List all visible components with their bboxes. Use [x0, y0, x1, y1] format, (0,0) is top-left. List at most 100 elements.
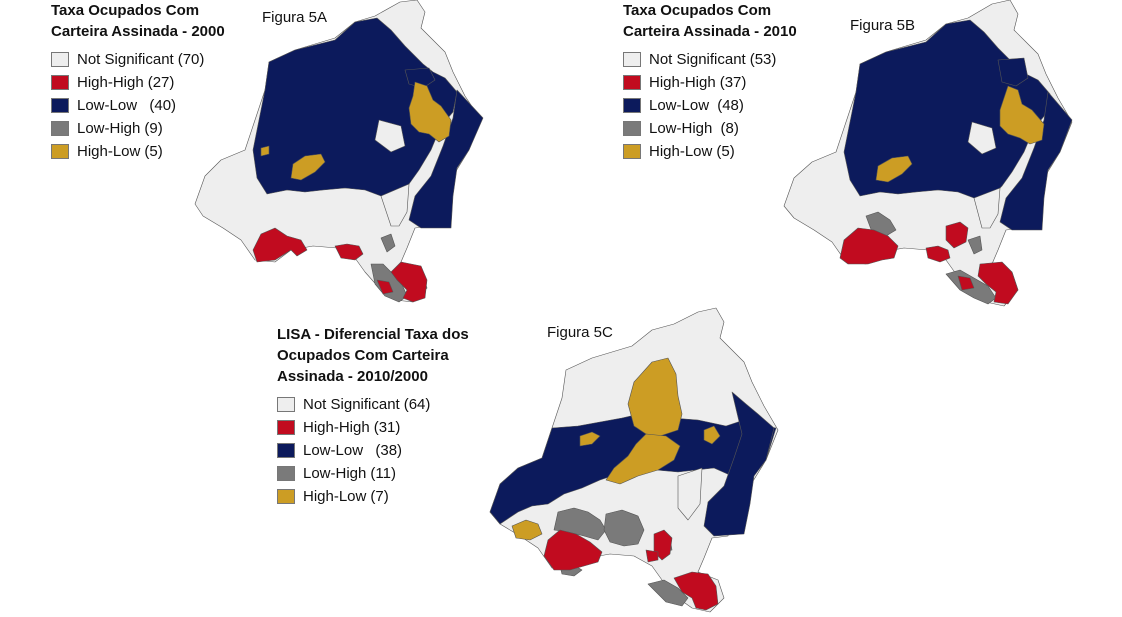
legend-item-not-significant: Not Significant (64): [277, 393, 469, 416]
region-low-high: [380, 233, 396, 253]
legend-title-line: Taxa Ocupados Com: [51, 2, 200, 19]
region-high-high: [645, 549, 659, 563]
region-high-high: [673, 571, 719, 611]
swatch-low-high: [623, 121, 641, 136]
region-high-high: [945, 221, 969, 249]
legend-label: Low-High: [303, 465, 367, 482]
legend-item-high-low: High-Low (5): [51, 140, 225, 163]
swatch-high-high: [51, 75, 69, 90]
legend-count: (27): [147, 74, 175, 91]
region-low-low: [999, 91, 1073, 231]
legend-count: (37): [719, 74, 747, 91]
legend-item-high-high: High-High (27): [51, 71, 225, 94]
region-high-low: [703, 425, 721, 445]
legend-5b: Taxa Ocupados Com Carteira Assinada - 20…: [623, 0, 797, 163]
legend-item-high-low: High-Low (7): [277, 485, 469, 508]
legend-count: (31): [373, 419, 401, 436]
region-high-high: [390, 261, 428, 303]
region-low-low: [997, 57, 1029, 87]
legend-title: Taxa Ocupados Com Carteira Assinada - 20…: [51, 0, 225, 42]
region-high-high: [252, 227, 308, 263]
legend-5c: LISA - Diferencial Taxa dos Ocupados Com…: [277, 324, 469, 508]
legend-item-low-low: Low-Low (40): [51, 94, 225, 117]
region-high-low: [999, 85, 1045, 145]
legend-label: Low-Low: [77, 97, 146, 114]
figure-label-5b: Figura 5B: [850, 17, 916, 34]
region-high-low: [875, 155, 913, 183]
region-high-low: [627, 357, 683, 437]
legend-title: Taxa Ocupados Com Carteira Assinada - 20…: [623, 0, 797, 42]
legend-title: LISA - Diferencial Taxa dos Ocupados Com…: [277, 324, 469, 387]
swatch-low-high: [51, 121, 69, 136]
region-high-low: [511, 519, 543, 541]
legend-item-low-low: Low-Low (38): [277, 439, 469, 462]
swatch-low-low: [623, 98, 641, 113]
region-not-significant: [380, 183, 410, 227]
figure-label-5c: Figura 5C: [547, 324, 613, 341]
legend-label: Low-High: [77, 120, 141, 137]
region-low-low: [703, 391, 775, 537]
legend-count: (5): [144, 143, 163, 160]
legend-label: Low-High: [649, 120, 717, 137]
region-high-low: [260, 145, 270, 157]
region-low-high: [647, 579, 689, 607]
legend-count: (53): [749, 51, 777, 68]
legend-count: (70): [177, 51, 205, 68]
legend-count: (5): [716, 143, 735, 160]
swatch-low-high: [277, 466, 295, 481]
swatch-low-low: [277, 443, 295, 458]
swatch-high-low: [51, 144, 69, 159]
legend-label: Not Significant: [77, 51, 174, 68]
region-low-low: [404, 67, 436, 89]
legend-count: (48): [717, 97, 744, 114]
region-low-low: [843, 19, 1051, 201]
legend-item-low-high: Low-High (11): [277, 462, 469, 485]
region-high-high: [376, 279, 394, 295]
legend-item-low-high: Low-High (8): [623, 117, 797, 140]
legend-item-low-low: Low-Low (48): [623, 94, 797, 117]
region-low-low: [408, 89, 484, 229]
legend-title-line: LISA - Diferencial Taxa dos: [277, 326, 469, 343]
swatch-not-significant: [51, 52, 69, 67]
legend-item-not-significant: Not Significant (53): [623, 48, 797, 71]
swatch-low-low: [51, 98, 69, 113]
swatch-high-low: [623, 144, 641, 159]
legend-item-not-significant: Not Significant (70): [51, 48, 225, 71]
legend-count: (40): [149, 97, 177, 114]
figure-label-5a: Figura 5A: [262, 9, 328, 26]
legend-count: (11): [370, 465, 396, 482]
map-5a: [194, 0, 484, 303]
region-high-low: [408, 81, 452, 143]
legend-title-line: Taxa Ocupados Com: [623, 2, 772, 19]
legend-label: High-Low: [649, 143, 713, 160]
legend-label: Not Significant: [303, 396, 400, 413]
legend-label: High-High: [77, 74, 144, 91]
legend-label: High-Low: [303, 488, 367, 505]
legend-item-high-low: High-Low (5): [623, 140, 797, 163]
legend-count: (64): [403, 396, 431, 413]
legend-label: Not Significant: [649, 51, 746, 68]
region-high-low: [290, 153, 326, 181]
legend-title-line: Assinada - 2010/2000: [277, 368, 428, 385]
legend-label: Low-Low: [303, 442, 372, 459]
legend-count: (8): [720, 120, 739, 137]
region-high-high: [334, 243, 364, 261]
region-not-significant: [967, 121, 997, 155]
legend-5a: Taxa Ocupados Com Carteira Assinada - 20…: [51, 0, 225, 163]
legend-item-high-high: High-High (31): [277, 416, 469, 439]
swatch-not-significant: [623, 52, 641, 67]
swatch-not-significant: [277, 397, 295, 412]
region-not-significant: [973, 187, 1001, 229]
legend-count: (38): [375, 442, 403, 459]
region-high-high: [925, 245, 951, 263]
swatch-high-low: [277, 489, 295, 504]
region-high-high: [543, 529, 603, 571]
swatch-high-high: [277, 420, 295, 435]
region-high-low: [579, 431, 601, 447]
region-high-high: [957, 275, 975, 291]
map-5c: [489, 307, 779, 613]
legend-item-low-high: Low-High (9): [51, 117, 225, 140]
region-high-low: [605, 433, 681, 485]
region-low-low: [252, 17, 458, 199]
legend-title-line: Ocupados Com Carteira: [277, 347, 449, 364]
